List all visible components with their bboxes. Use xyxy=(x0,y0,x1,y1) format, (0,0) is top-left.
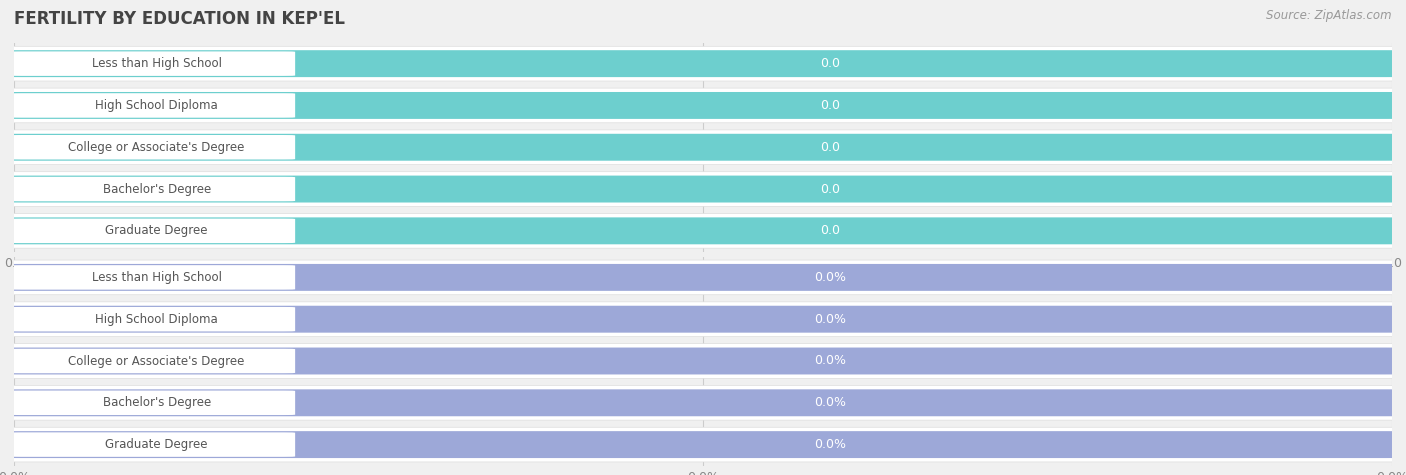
Text: Graduate Degree: Graduate Degree xyxy=(105,224,208,238)
FancyBboxPatch shape xyxy=(10,265,295,290)
FancyBboxPatch shape xyxy=(0,130,1406,165)
FancyBboxPatch shape xyxy=(0,343,1406,379)
FancyBboxPatch shape xyxy=(0,213,1406,248)
Text: 0.0%: 0.0% xyxy=(814,271,846,284)
Text: Bachelor's Degree: Bachelor's Degree xyxy=(103,396,211,409)
FancyBboxPatch shape xyxy=(10,390,295,415)
FancyBboxPatch shape xyxy=(10,307,295,332)
FancyBboxPatch shape xyxy=(0,260,1406,295)
FancyBboxPatch shape xyxy=(0,171,1406,207)
Text: Less than High School: Less than High School xyxy=(91,271,222,284)
FancyBboxPatch shape xyxy=(3,134,1403,161)
FancyBboxPatch shape xyxy=(3,264,1403,291)
Text: 0.0: 0.0 xyxy=(821,141,841,154)
FancyBboxPatch shape xyxy=(3,306,1403,332)
FancyBboxPatch shape xyxy=(0,385,1406,420)
Text: College or Associate's Degree: College or Associate's Degree xyxy=(69,354,245,368)
FancyBboxPatch shape xyxy=(10,51,295,76)
Text: 0.0%: 0.0% xyxy=(814,354,846,368)
FancyBboxPatch shape xyxy=(0,88,1406,123)
FancyBboxPatch shape xyxy=(0,302,1406,337)
Text: Graduate Degree: Graduate Degree xyxy=(105,438,208,451)
Text: High School Diploma: High School Diploma xyxy=(96,313,218,326)
FancyBboxPatch shape xyxy=(3,176,1403,202)
Text: High School Diploma: High School Diploma xyxy=(96,99,218,112)
Text: 0.0: 0.0 xyxy=(821,99,841,112)
FancyBboxPatch shape xyxy=(10,177,295,201)
FancyBboxPatch shape xyxy=(3,92,1403,119)
Text: College or Associate's Degree: College or Associate's Degree xyxy=(69,141,245,154)
Text: Bachelor's Degree: Bachelor's Degree xyxy=(103,182,211,196)
Text: 0.0: 0.0 xyxy=(821,224,841,238)
Text: 0.0: 0.0 xyxy=(821,57,841,70)
FancyBboxPatch shape xyxy=(0,46,1406,81)
FancyBboxPatch shape xyxy=(3,50,1403,77)
FancyBboxPatch shape xyxy=(3,431,1403,458)
FancyBboxPatch shape xyxy=(3,348,1403,374)
FancyBboxPatch shape xyxy=(10,135,295,160)
FancyBboxPatch shape xyxy=(10,432,295,457)
FancyBboxPatch shape xyxy=(3,218,1403,244)
FancyBboxPatch shape xyxy=(0,427,1406,462)
Text: 0.0: 0.0 xyxy=(821,182,841,196)
FancyBboxPatch shape xyxy=(10,218,295,243)
FancyBboxPatch shape xyxy=(10,93,295,118)
FancyBboxPatch shape xyxy=(3,390,1403,416)
Text: Less than High School: Less than High School xyxy=(91,57,222,70)
Text: 0.0%: 0.0% xyxy=(814,396,846,409)
Text: 0.0%: 0.0% xyxy=(814,313,846,326)
Text: 0.0%: 0.0% xyxy=(814,438,846,451)
FancyBboxPatch shape xyxy=(10,349,295,373)
Text: Source: ZipAtlas.com: Source: ZipAtlas.com xyxy=(1267,10,1392,22)
Text: FERTILITY BY EDUCATION IN KEP'EL: FERTILITY BY EDUCATION IN KEP'EL xyxy=(14,10,344,28)
